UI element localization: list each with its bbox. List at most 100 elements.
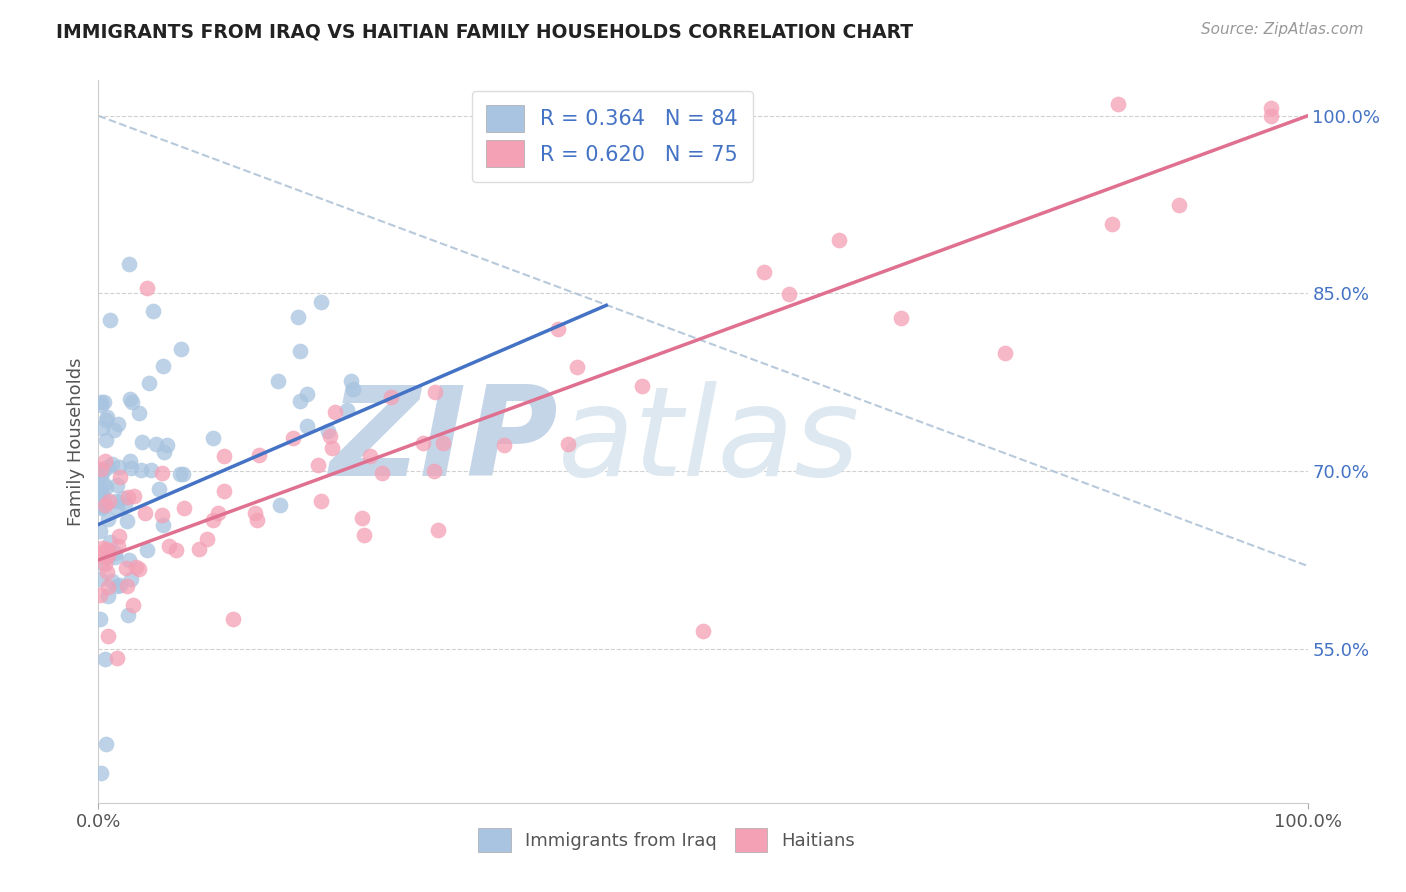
Point xyxy=(138,376,160,391)
Point xyxy=(195,532,218,546)
Text: IMMIGRANTS FROM IRAQ VS HAITIAN FAMILY HOUSEHOLDS CORRELATION CHART: IMMIGRANTS FROM IRAQ VS HAITIAN FAMILY H… xyxy=(56,22,914,41)
Point xyxy=(91,557,114,571)
Point xyxy=(427,523,450,537)
Point xyxy=(145,437,167,451)
Point xyxy=(547,322,569,336)
Point xyxy=(90,766,112,780)
Point xyxy=(98,313,121,327)
Text: atlas: atlas xyxy=(558,381,860,502)
Point xyxy=(890,311,912,326)
Point xyxy=(423,464,446,478)
Point xyxy=(94,652,117,666)
Point xyxy=(214,483,236,498)
Point xyxy=(107,539,129,553)
Point xyxy=(93,500,115,514)
Point xyxy=(567,359,589,374)
Point xyxy=(173,501,195,516)
Point xyxy=(118,257,141,271)
Point xyxy=(90,398,112,412)
Point xyxy=(754,265,776,279)
Point xyxy=(425,384,447,399)
Point xyxy=(101,457,124,471)
Point xyxy=(94,541,117,556)
Point xyxy=(94,557,117,571)
Point xyxy=(202,431,225,445)
Point xyxy=(202,513,225,527)
Point xyxy=(105,650,128,665)
Point xyxy=(115,579,138,593)
Point xyxy=(281,431,304,445)
Point xyxy=(90,546,112,560)
Point xyxy=(342,383,364,397)
Point xyxy=(380,391,402,405)
Point xyxy=(287,310,309,325)
Point xyxy=(97,580,120,594)
Point xyxy=(494,438,516,452)
Point xyxy=(288,344,311,359)
Point xyxy=(89,464,111,478)
Point xyxy=(153,445,176,459)
Point xyxy=(93,489,115,503)
Point xyxy=(97,548,120,562)
Point xyxy=(692,624,714,638)
Point xyxy=(557,437,579,451)
Legend: Immigrants from Iraq, Haitians: Immigrants from Iraq, Haitians xyxy=(471,822,863,859)
Point xyxy=(148,482,170,496)
Point xyxy=(222,611,245,625)
Point xyxy=(136,543,159,558)
Point xyxy=(152,359,174,374)
Point xyxy=(96,566,118,580)
Point xyxy=(93,395,115,409)
Point xyxy=(93,464,115,478)
Point xyxy=(1101,218,1123,232)
Point xyxy=(169,467,191,482)
Point xyxy=(122,599,145,613)
Point xyxy=(94,737,117,751)
Point xyxy=(157,539,180,553)
Point xyxy=(90,461,112,475)
Point xyxy=(112,491,135,505)
Point xyxy=(135,280,157,294)
Point xyxy=(994,345,1017,359)
Text: ZIP: ZIP xyxy=(329,381,558,502)
Point xyxy=(120,461,142,475)
Point xyxy=(152,466,174,480)
Point xyxy=(117,608,139,623)
Point xyxy=(267,374,290,388)
Point xyxy=(117,490,139,504)
Point xyxy=(188,542,211,557)
Point xyxy=(96,413,118,427)
Point xyxy=(125,560,148,574)
Point xyxy=(353,528,375,542)
Point xyxy=(432,435,454,450)
Point xyxy=(91,493,114,508)
Point xyxy=(131,435,153,450)
Point xyxy=(103,423,125,437)
Point xyxy=(350,510,373,524)
Point xyxy=(105,579,128,593)
Point xyxy=(90,541,112,556)
Point xyxy=(359,450,381,464)
Point xyxy=(97,589,120,603)
Point xyxy=(214,449,236,463)
Point xyxy=(630,379,652,393)
Point xyxy=(90,420,112,434)
Point xyxy=(323,405,346,419)
Point xyxy=(97,629,120,643)
Point xyxy=(307,458,329,472)
Point xyxy=(316,424,339,438)
Point xyxy=(107,459,129,474)
Point xyxy=(371,467,394,481)
Point xyxy=(169,342,191,356)
Point xyxy=(1260,109,1282,123)
Point xyxy=(297,419,319,434)
Point xyxy=(89,482,111,496)
Point xyxy=(90,467,112,482)
Point xyxy=(90,394,112,409)
Point xyxy=(115,560,138,574)
Point xyxy=(139,463,162,477)
Point xyxy=(90,500,112,515)
Point xyxy=(295,387,318,401)
Point xyxy=(105,501,128,516)
Y-axis label: Family Households: Family Households xyxy=(66,358,84,525)
